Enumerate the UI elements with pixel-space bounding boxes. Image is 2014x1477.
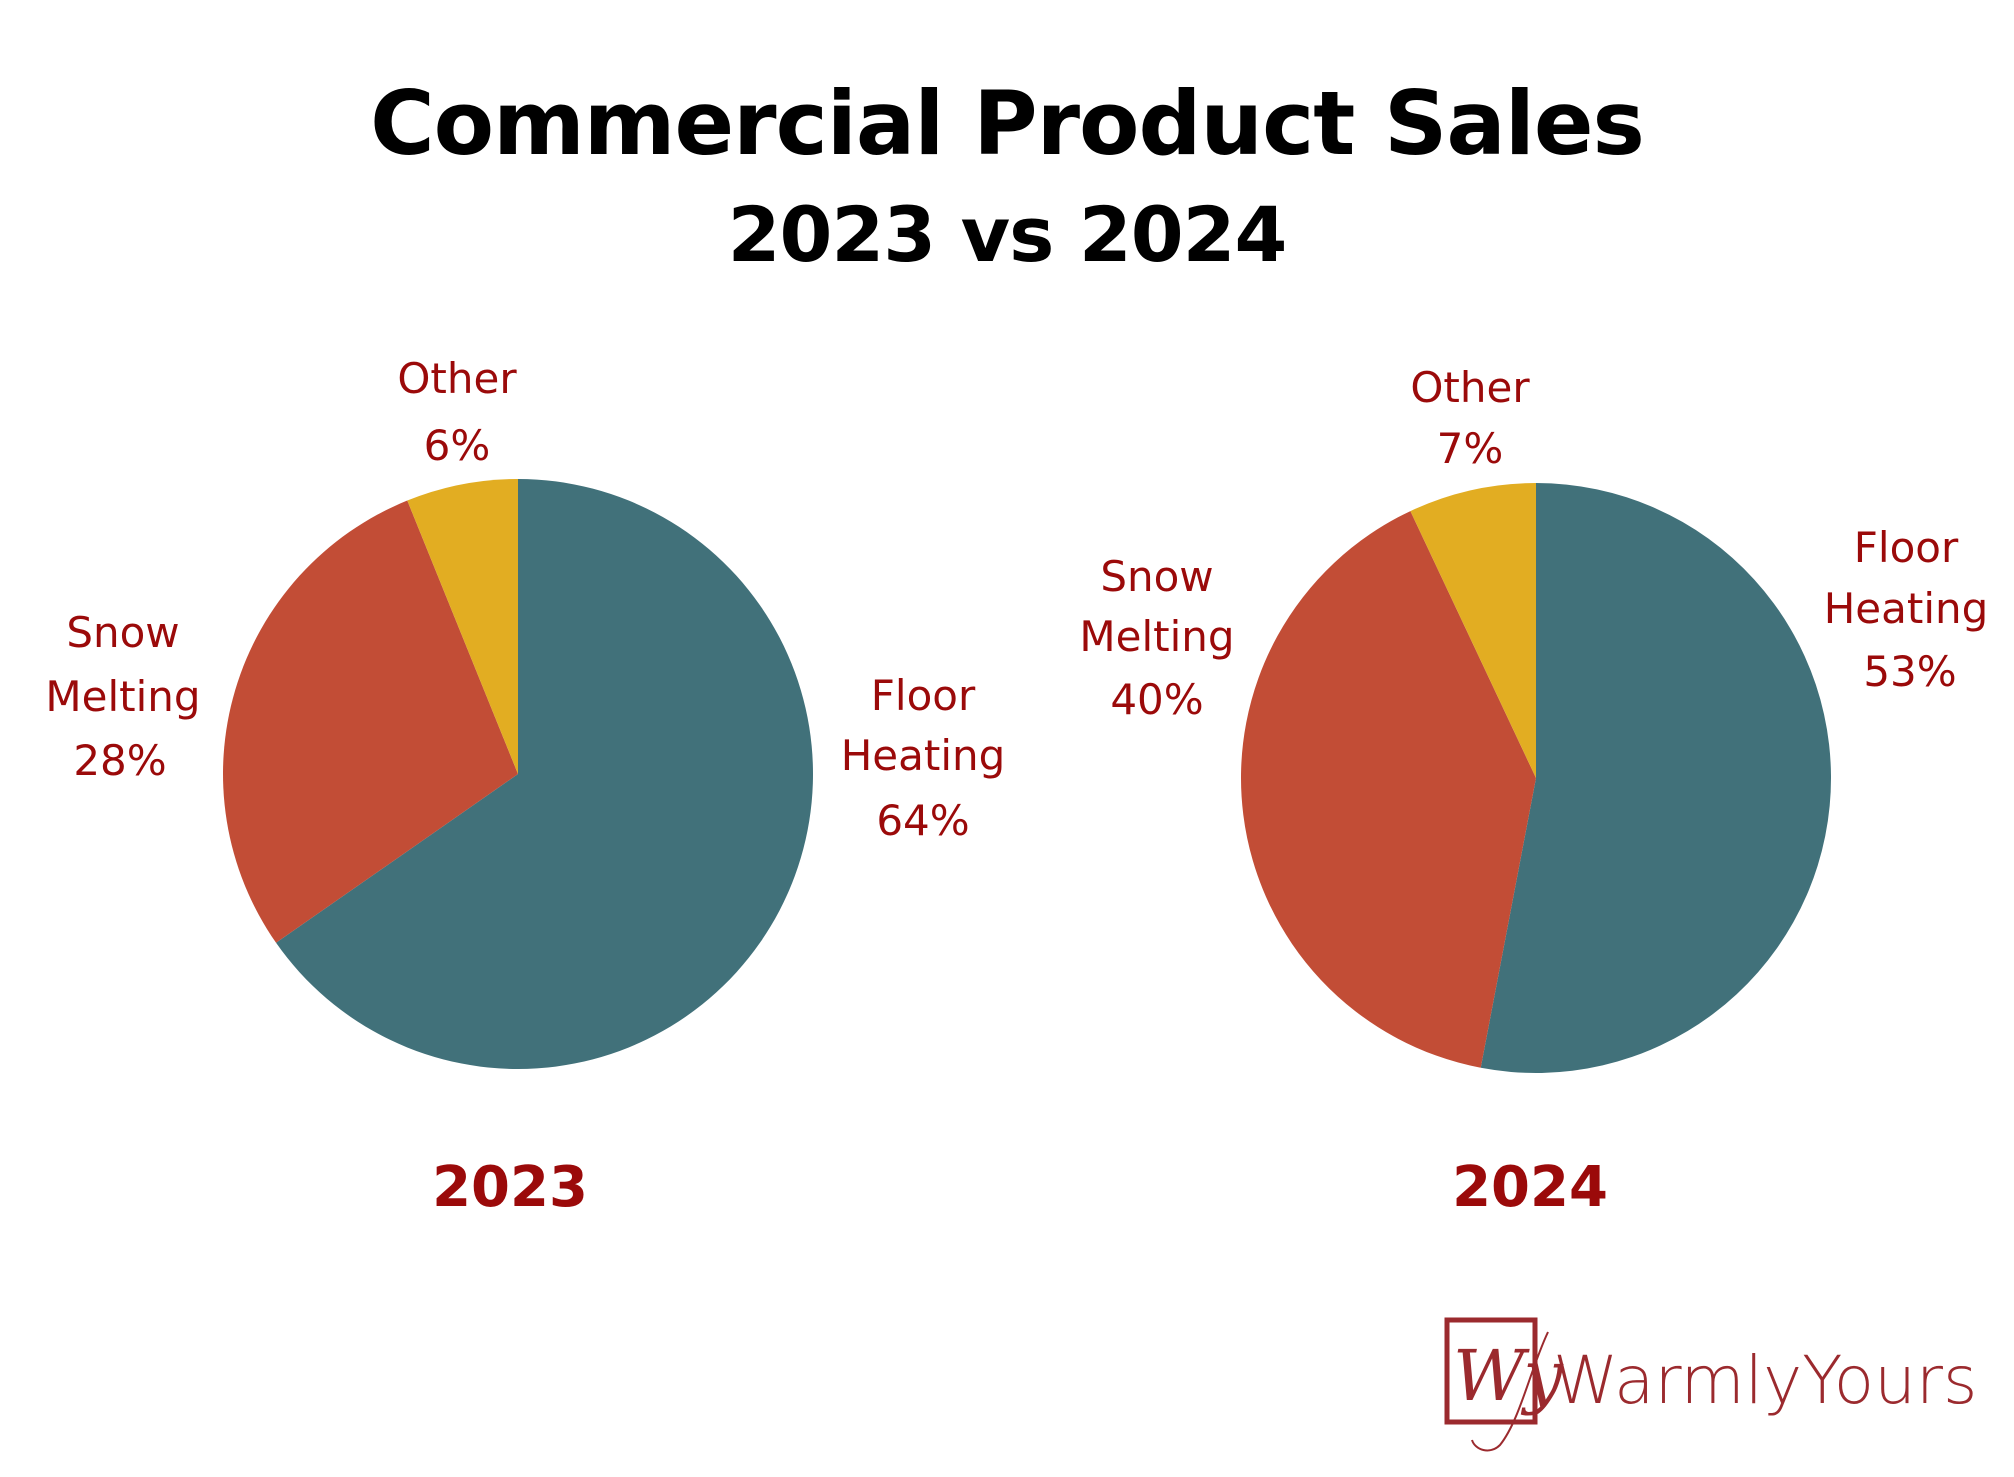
pie-slice-2023-floor-heating [276,479,813,1069]
chart-title: Commercial Product Sales [370,72,1645,175]
label-2023-snow-melting-line1: Snow [66,608,179,657]
label-2024-other-line1: Other [1410,363,1530,412]
label-2023-snow-melting-line2: Melting [45,672,200,721]
logo-wordmark: WarmlyYours [1553,1342,1977,1419]
label-2023-other-value: 6% [424,421,491,470]
year-label-2024: 2024 [1452,1155,1608,1220]
label-2023-floor-heating-line2: Heating [841,731,1006,780]
logo-frame [1444,1317,1538,1425]
label-2023-snow-melting-value: 28% [73,736,166,785]
label-2024-floor-heating-line2: Heating [1824,584,1989,633]
label-2023-floor-heating-line1: Floor [871,671,976,720]
label-2024-floor-heating-line1: Floor [1854,523,1959,572]
year-label-2023: 2023 [432,1155,588,1220]
pie-chart-2024 [1241,483,1831,1073]
label-2024-other-value: 7% [1437,424,1504,473]
label-2024-snow-melting-line2: Melting [1079,612,1234,661]
label-2023-floor-heating-value: 64% [876,796,969,845]
label-2023-other-line1: Other [397,354,517,403]
pie-slice-2024-floor-heating [1480,483,1831,1073]
label-2024-snow-melting-value: 40% [1110,675,1203,724]
chart-subtitle: 2023 vs 2024 [727,190,1288,279]
pie-chart-2023 [223,479,813,1069]
logo-flourish [1471,1331,1549,1452]
warmlyyours-logo: Wy WarmlyYours [1444,1317,1977,1452]
label-2024-floor-heating-value: 53% [1863,647,1956,696]
pie-slice-2024-snow-melting [1241,511,1536,1068]
logo-monogram: Wy [1453,1335,1564,1417]
pie-slice-2024-other [1410,483,1536,778]
pie-slice-2023-other [407,479,518,774]
pie-slice-2023-snow-melting [223,500,519,943]
label-2024-snow-melting-line1: Snow [1100,552,1213,601]
